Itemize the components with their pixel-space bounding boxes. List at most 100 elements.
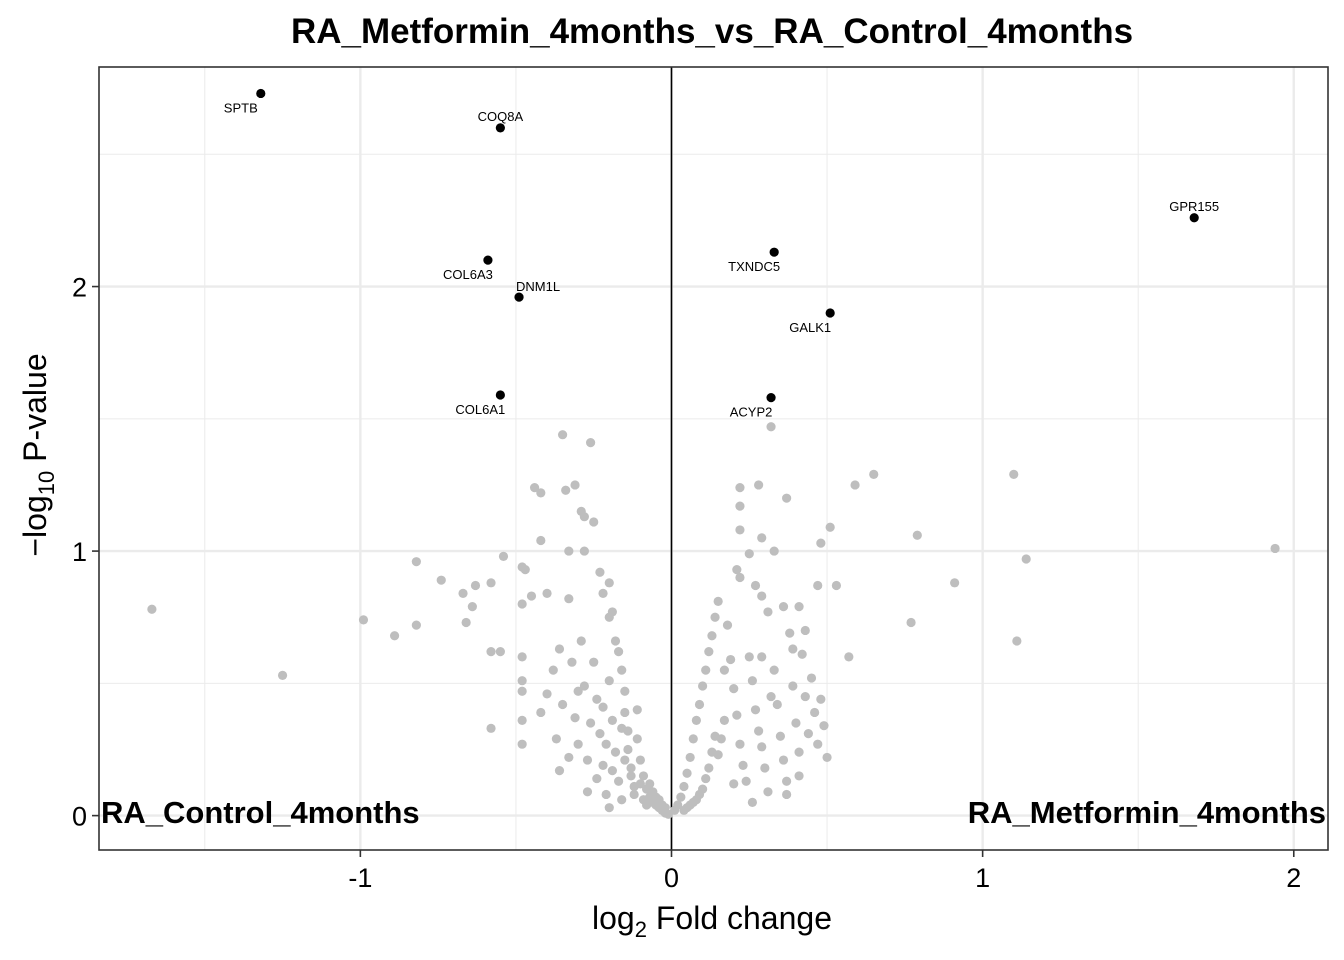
- nonsignificant-point-169: [769, 665, 779, 675]
- gene-label-dnm1l: DNM1L: [516, 279, 560, 294]
- y-axis-title-main: −log: [17, 495, 53, 556]
- nonsignificant-point-125: [794, 602, 804, 612]
- nonsignificant-point-65: [598, 760, 608, 770]
- nonsignificant-point-31: [564, 546, 574, 556]
- nonsignificant-point-172: [778, 755, 789, 765]
- nonsignificant-point-207: [800, 625, 810, 636]
- nonsignificant-point-68: [607, 715, 617, 725]
- nonsignificant-point-181: [806, 673, 817, 683]
- nonsignificant-point-188: [782, 789, 792, 800]
- nonsignificant-point-51: [626, 763, 636, 773]
- nonsignificant-point-117: [744, 549, 754, 559]
- nonsignificant-point-131: [850, 480, 860, 490]
- x-axis-ticks: -1 0 1 2: [348, 850, 1301, 893]
- nonsignificant-point-154: [670, 805, 680, 815]
- nonsignificant-point-162: [744, 652, 754, 662]
- nonsignificant-point-86: [551, 734, 561, 744]
- nonsignificant-point-199: [679, 805, 689, 815]
- nonsignificant-point-134: [912, 530, 922, 540]
- nonsignificant-point-110: [766, 422, 776, 432]
- nonsignificant-point-101: [645, 779, 655, 789]
- nonsignificant-point-28: [542, 588, 552, 599]
- nonsignificant-point-73: [635, 755, 645, 765]
- nonsignificant-point-180: [803, 729, 813, 739]
- nonsignificant-point-179: [800, 691, 810, 702]
- gene-label-acyp2: ACYP2: [730, 405, 773, 420]
- nonsignificant-point-69: [610, 747, 621, 757]
- nonsignificant-point-54: [557, 699, 568, 710]
- nonsignificant-point-146: [694, 699, 705, 710]
- nonsignificant-point-1: [277, 670, 288, 681]
- nonsignificant-point-60: [582, 755, 593, 765]
- chart-title: RA_Metformin_4months_vs_RA_Control_4mont…: [291, 12, 1133, 51]
- nonsignificant-point-191: [704, 763, 714, 773]
- nonsignificant-point-182: [810, 707, 820, 718]
- nonsignificant-point-168: [763, 787, 773, 797]
- nonsignificant-point-0: [147, 604, 157, 614]
- nonsignificant-point-118: [732, 565, 742, 575]
- nonsignificant-point-161: [741, 776, 751, 786]
- plot-panel-border: [98, 66, 1329, 851]
- nonsignificant-point-138: [1021, 554, 1031, 564]
- nonsignificant-point-170: [772, 699, 782, 710]
- nonsignificant-point-90: [586, 718, 596, 728]
- significant-point-acyp2: [766, 393, 776, 403]
- significant-point-dnm1l: [514, 292, 524, 302]
- nonsignificant-point-136: [1009, 469, 1019, 479]
- nonsignificant-point-26: [536, 535, 546, 546]
- nonsignificant-point-204: [747, 797, 757, 807]
- nonsignificant-point-18: [517, 599, 527, 609]
- y-tick-label-2: 2: [72, 273, 87, 303]
- nonsignificant-point-144: [701, 665, 711, 675]
- nonsignificant-point-87: [554, 644, 565, 654]
- nonsignificant-point-202: [713, 750, 723, 760]
- nonsignificant-point-48: [620, 707, 630, 718]
- nonsignificant-point-150: [682, 768, 692, 778]
- y-axis-ticks: 0 1 2: [72, 273, 99, 832]
- gene-label-col6a1: COL6A1: [455, 402, 505, 417]
- gene-label-gpr155: GPR155: [1169, 199, 1219, 214]
- significant-point-col6a3: [483, 255, 493, 265]
- significant-point-galk1: [825, 308, 835, 318]
- nonsignificant-point-155: [722, 620, 733, 630]
- significant-point-coq8a: [495, 123, 505, 133]
- nonsignificant-point-175: [788, 681, 798, 691]
- nonsignificant-point-142: [707, 631, 717, 641]
- nonsignificant-point-36: [579, 546, 589, 556]
- nonsignificant-point-187: [794, 771, 804, 781]
- nonsignificant-point-74: [638, 771, 649, 781]
- nonsignificant-point-21: [517, 686, 527, 696]
- nonsignificant-point-8: [461, 617, 471, 628]
- significant-point-sptb: [256, 88, 266, 99]
- nonsignificant-point-143: [704, 647, 714, 657]
- nonsignificant-point-6: [436, 575, 446, 585]
- nonsignificant-point-2: [358, 615, 369, 625]
- y-axis-title-rest: P-value: [17, 353, 53, 470]
- nonsignificant-point-186: [822, 752, 832, 763]
- nonsignificant-point-140: [713, 596, 723, 606]
- x-tick-label-3: 2: [1286, 863, 1301, 893]
- nonsignificant-point-176: [791, 718, 801, 728]
- grid-lines: [99, 67, 1328, 850]
- nonsignificant-point-47: [620, 686, 630, 696]
- nonsignificant-point-147: [691, 715, 701, 725]
- nonsignificant-point-20: [517, 676, 527, 686]
- nonsignificant-point-163: [747, 676, 757, 686]
- nonsignificant-point-200: [719, 715, 729, 725]
- nonsignificant-point-83: [536, 707, 546, 718]
- nonsignificant-point-94: [607, 766, 617, 776]
- nonsignificant-point-209: [719, 665, 729, 675]
- nonsignificant-point-184: [816, 694, 826, 704]
- nonsignificant-point-38: [589, 517, 599, 527]
- nonsignificant-point-116: [769, 546, 779, 556]
- nonsignificant-point-30: [561, 485, 571, 495]
- nonsignificant-point-40: [598, 588, 608, 599]
- nonsignificant-point-44: [610, 636, 621, 646]
- nonsignificant-point-145: [698, 681, 708, 691]
- nonsignificant-point-156: [726, 654, 736, 665]
- y-axis-title: −log10 P-value: [17, 353, 59, 556]
- nonsignificant-point-183: [813, 739, 823, 749]
- nonsignificant-point-157: [729, 684, 739, 694]
- significant-point-txndc5: [769, 247, 779, 257]
